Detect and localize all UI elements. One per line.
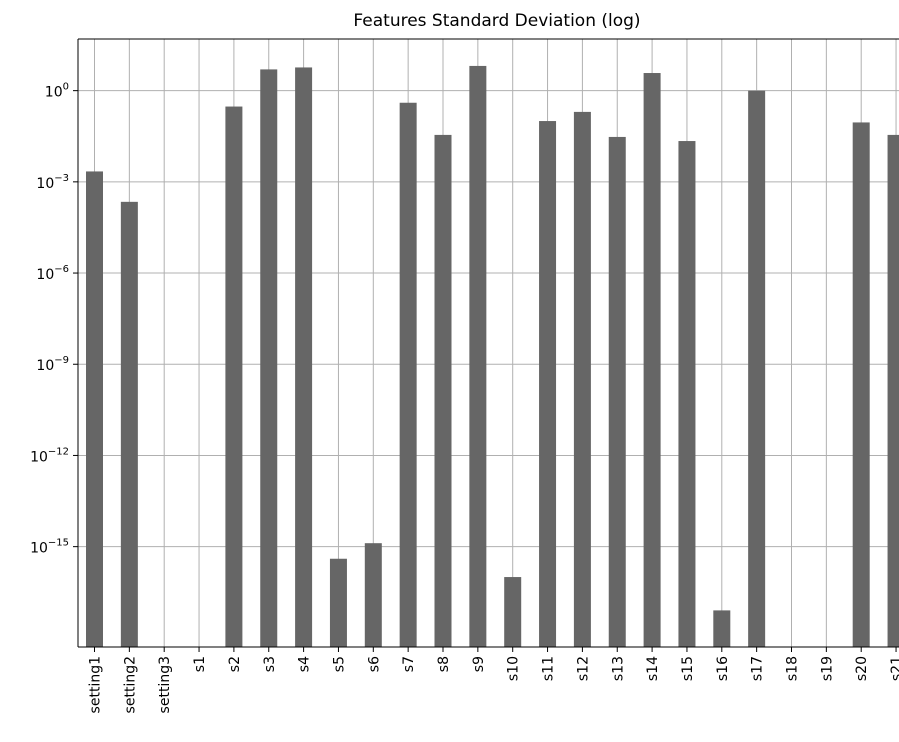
y-tick-label: 10−15 — [30, 538, 69, 557]
bar-s15 — [678, 141, 695, 647]
x-tick-labels: setting1 setting2 setting3 s1 s2 s3 s4 s5 s6 s7 s8… — [88, 656, 899, 714]
x-tick-label: s3 — [262, 656, 278, 672]
bar-s13 — [609, 137, 626, 647]
x-tick-label: setting3 — [157, 656, 173, 713]
x-tick-label: setting1 — [88, 656, 104, 713]
bar-s5 — [330, 559, 347, 647]
bar-s10 — [504, 577, 521, 647]
x-tick-label: s10 — [506, 656, 522, 681]
x-tick-label: s1 — [192, 656, 208, 672]
x-tick-label: s7 — [401, 656, 417, 672]
bar-s21 — [888, 135, 899, 647]
x-tick-label: s19 — [819, 656, 835, 681]
bar-setting1 — [86, 171, 103, 647]
x-tick-label: s11 — [541, 656, 557, 681]
x-tick-label: s6 — [366, 656, 382, 672]
bar-s2 — [225, 107, 242, 647]
x-tick-label: s16 — [715, 656, 731, 681]
bar-s12 — [574, 112, 591, 647]
bar-s7 — [400, 103, 417, 647]
y-tick-label: 10−6 — [36, 264, 69, 283]
bar-s6 — [365, 543, 382, 647]
x-tick-label: s21 — [889, 656, 899, 681]
bar-s9 — [469, 66, 486, 647]
x-tick-label: setting2 — [122, 656, 138, 713]
bar-s11 — [539, 121, 556, 647]
bars — [86, 66, 899, 647]
bar-s3 — [260, 69, 277, 647]
bar-s17 — [748, 91, 765, 647]
x-tick-label: s4 — [297, 656, 313, 672]
x-tick-label: s18 — [785, 656, 801, 681]
y-tick-label: 10−9 — [36, 355, 69, 374]
x-tick-label: s15 — [680, 656, 696, 681]
x-tick-label: s13 — [610, 656, 626, 681]
x-tick-label: s12 — [575, 656, 591, 681]
bar-s14 — [644, 73, 661, 647]
y-tick-labels: 100 10−3 10−6 10−9 10−12 10−15 — [30, 82, 69, 557]
x-tick-label: s2 — [227, 656, 243, 672]
y-tick-label: 10−12 — [30, 446, 69, 465]
bar-s4 — [295, 67, 312, 647]
y-tick-label: 100 — [45, 82, 69, 101]
bar-s16 — [713, 610, 730, 647]
chart-title: Features Standard Deviation (log) — [353, 11, 640, 31]
x-tick-label: s8 — [436, 656, 452, 672]
x-tick-label: s5 — [331, 656, 347, 672]
bar-setting2 — [121, 202, 138, 647]
bar-s8 — [435, 135, 452, 647]
bar-s20 — [853, 122, 870, 647]
grid — [78, 39, 899, 647]
x-tick-label: s17 — [750, 656, 766, 681]
x-tick-label: s14 — [645, 656, 661, 681]
y-tick-label: 10−3 — [36, 173, 69, 192]
x-tick-label: s20 — [854, 656, 870, 681]
x-tick-label: s9 — [471, 656, 487, 672]
